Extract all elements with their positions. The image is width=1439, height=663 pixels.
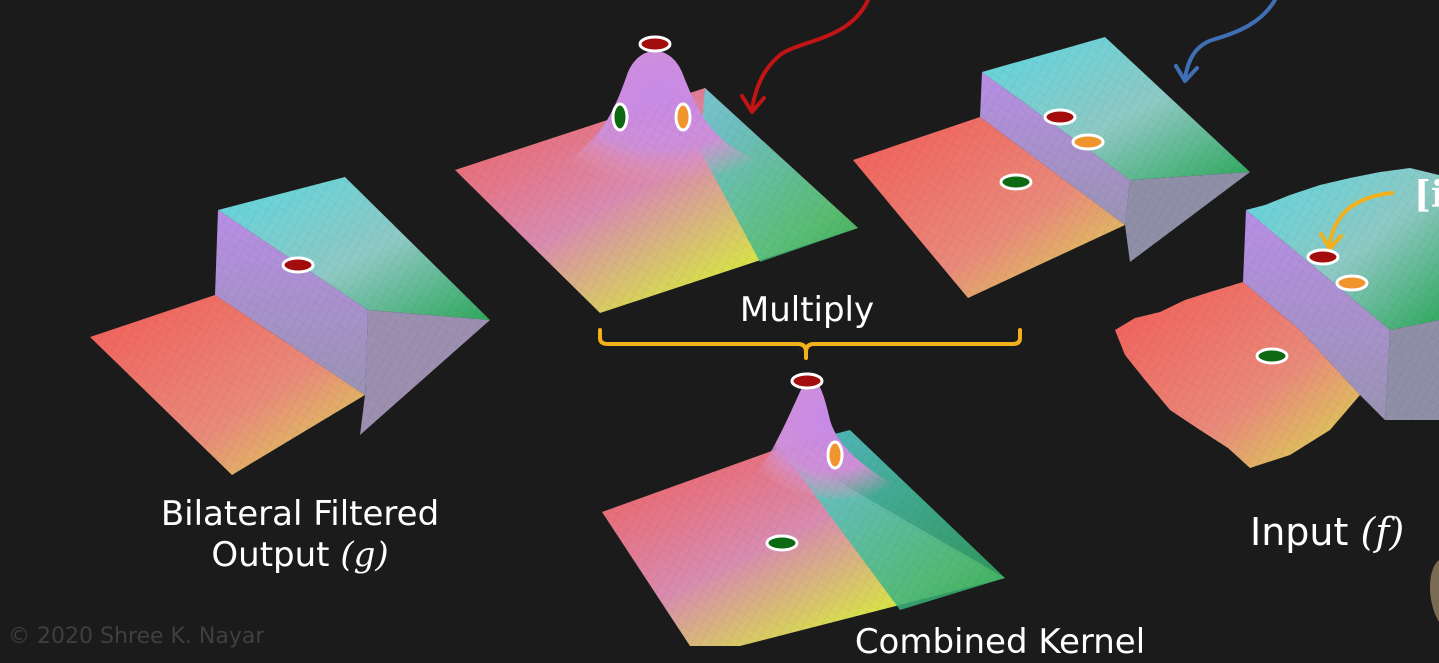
marker-red (281, 256, 315, 274)
multiply-brace (598, 328, 1022, 360)
markers (281, 35, 1369, 552)
marker-green (765, 534, 799, 552)
marker-red (1043, 108, 1077, 126)
input-label: Input (f) (1230, 510, 1439, 556)
multiply-label: Multiply (739, 290, 875, 330)
input-label-word: Input (1250, 510, 1349, 554)
marker-green (999, 173, 1033, 191)
diagram-canvas (90, 0, 1439, 646)
blue-arrow-head (1174, 64, 1199, 83)
marker-green (1255, 347, 1289, 365)
combined-kernel-label: Combined Kernel (854, 622, 1146, 662)
input-variable: (f) (1360, 510, 1405, 554)
red-arrow-head (740, 94, 766, 114)
marker-orange (674, 102, 692, 132)
output-label-line2: Output (g) (120, 535, 480, 576)
marker-orange (826, 440, 844, 470)
spatial-gaussian-kernel (455, 51, 858, 313)
input-noisy-step (1115, 168, 1439, 468)
edge-object (1429, 560, 1439, 622)
cropped-bracket-text: [i (1414, 174, 1439, 216)
combined-kernel-surface (602, 378, 1005, 646)
blue-arrow (1183, 0, 1277, 80)
orange-arrow-head (1319, 232, 1343, 251)
output-label-word: Output (211, 534, 330, 575)
red-arrow (750, 0, 870, 110)
orange-arrow (1328, 191, 1394, 248)
output-step-surface (90, 177, 490, 475)
range-kernel-step (853, 37, 1250, 298)
copyright-notice: © 2020 Shree K. Nayar (8, 624, 265, 649)
marker-orange (1071, 133, 1105, 151)
marker-red (790, 372, 824, 390)
output-variable: (g) (340, 534, 389, 575)
marker-red (1306, 248, 1340, 266)
marker-red (638, 35, 672, 53)
marker-orange (1335, 274, 1369, 292)
output-label: Bilateral Filtered Output (g) (120, 494, 480, 576)
output-label-line1: Bilateral Filtered (160, 494, 440, 534)
marker-green (611, 102, 629, 132)
